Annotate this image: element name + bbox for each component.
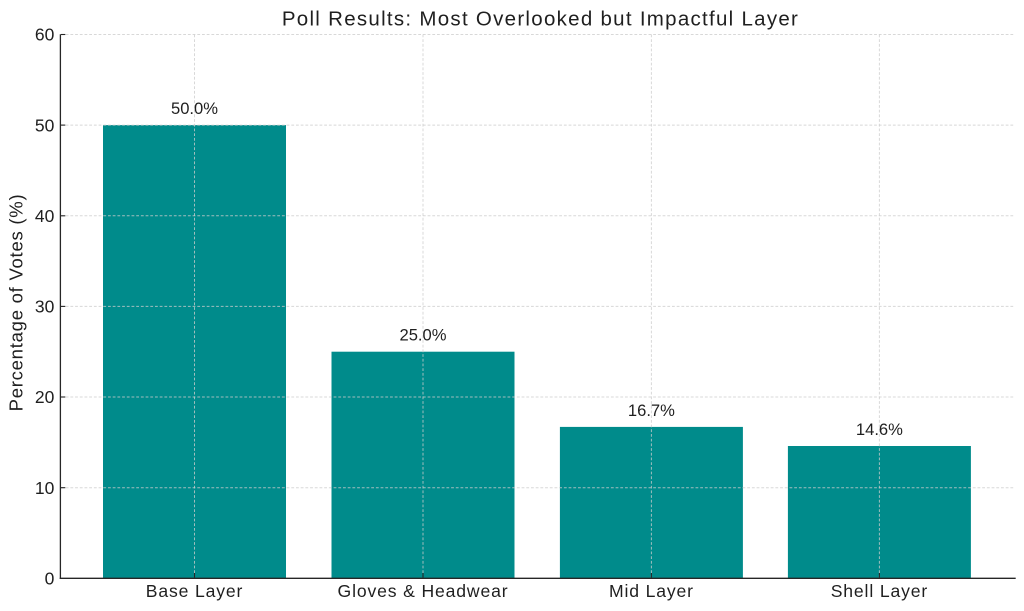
svg-text:Percentage of Votes (%): Percentage of Votes (%) — [6, 194, 27, 412]
svg-text:30: 30 — [35, 297, 55, 317]
svg-text:10: 10 — [35, 478, 55, 498]
svg-text:Base Layer: Base Layer — [146, 581, 244, 601]
svg-text:16.7%: 16.7% — [628, 401, 675, 420]
svg-text:Poll Results: Most Overlooked: Poll Results: Most Overlooked but Impact… — [282, 8, 799, 31]
svg-text:25.0%: 25.0% — [399, 326, 446, 345]
svg-text:0: 0 — [45, 569, 55, 589]
svg-text:20: 20 — [35, 387, 55, 407]
svg-text:14.6%: 14.6% — [856, 420, 903, 439]
svg-text:Shell Layer: Shell Layer — [831, 581, 928, 601]
svg-text:50: 50 — [35, 115, 55, 135]
svg-text:Mid Layer: Mid Layer — [609, 581, 694, 601]
svg-text:50.0%: 50.0% — [171, 99, 218, 118]
svg-text:Gloves & Headwear: Gloves & Headwear — [338, 581, 509, 601]
svg-text:40: 40 — [35, 206, 55, 226]
svg-text:60: 60 — [35, 25, 55, 45]
